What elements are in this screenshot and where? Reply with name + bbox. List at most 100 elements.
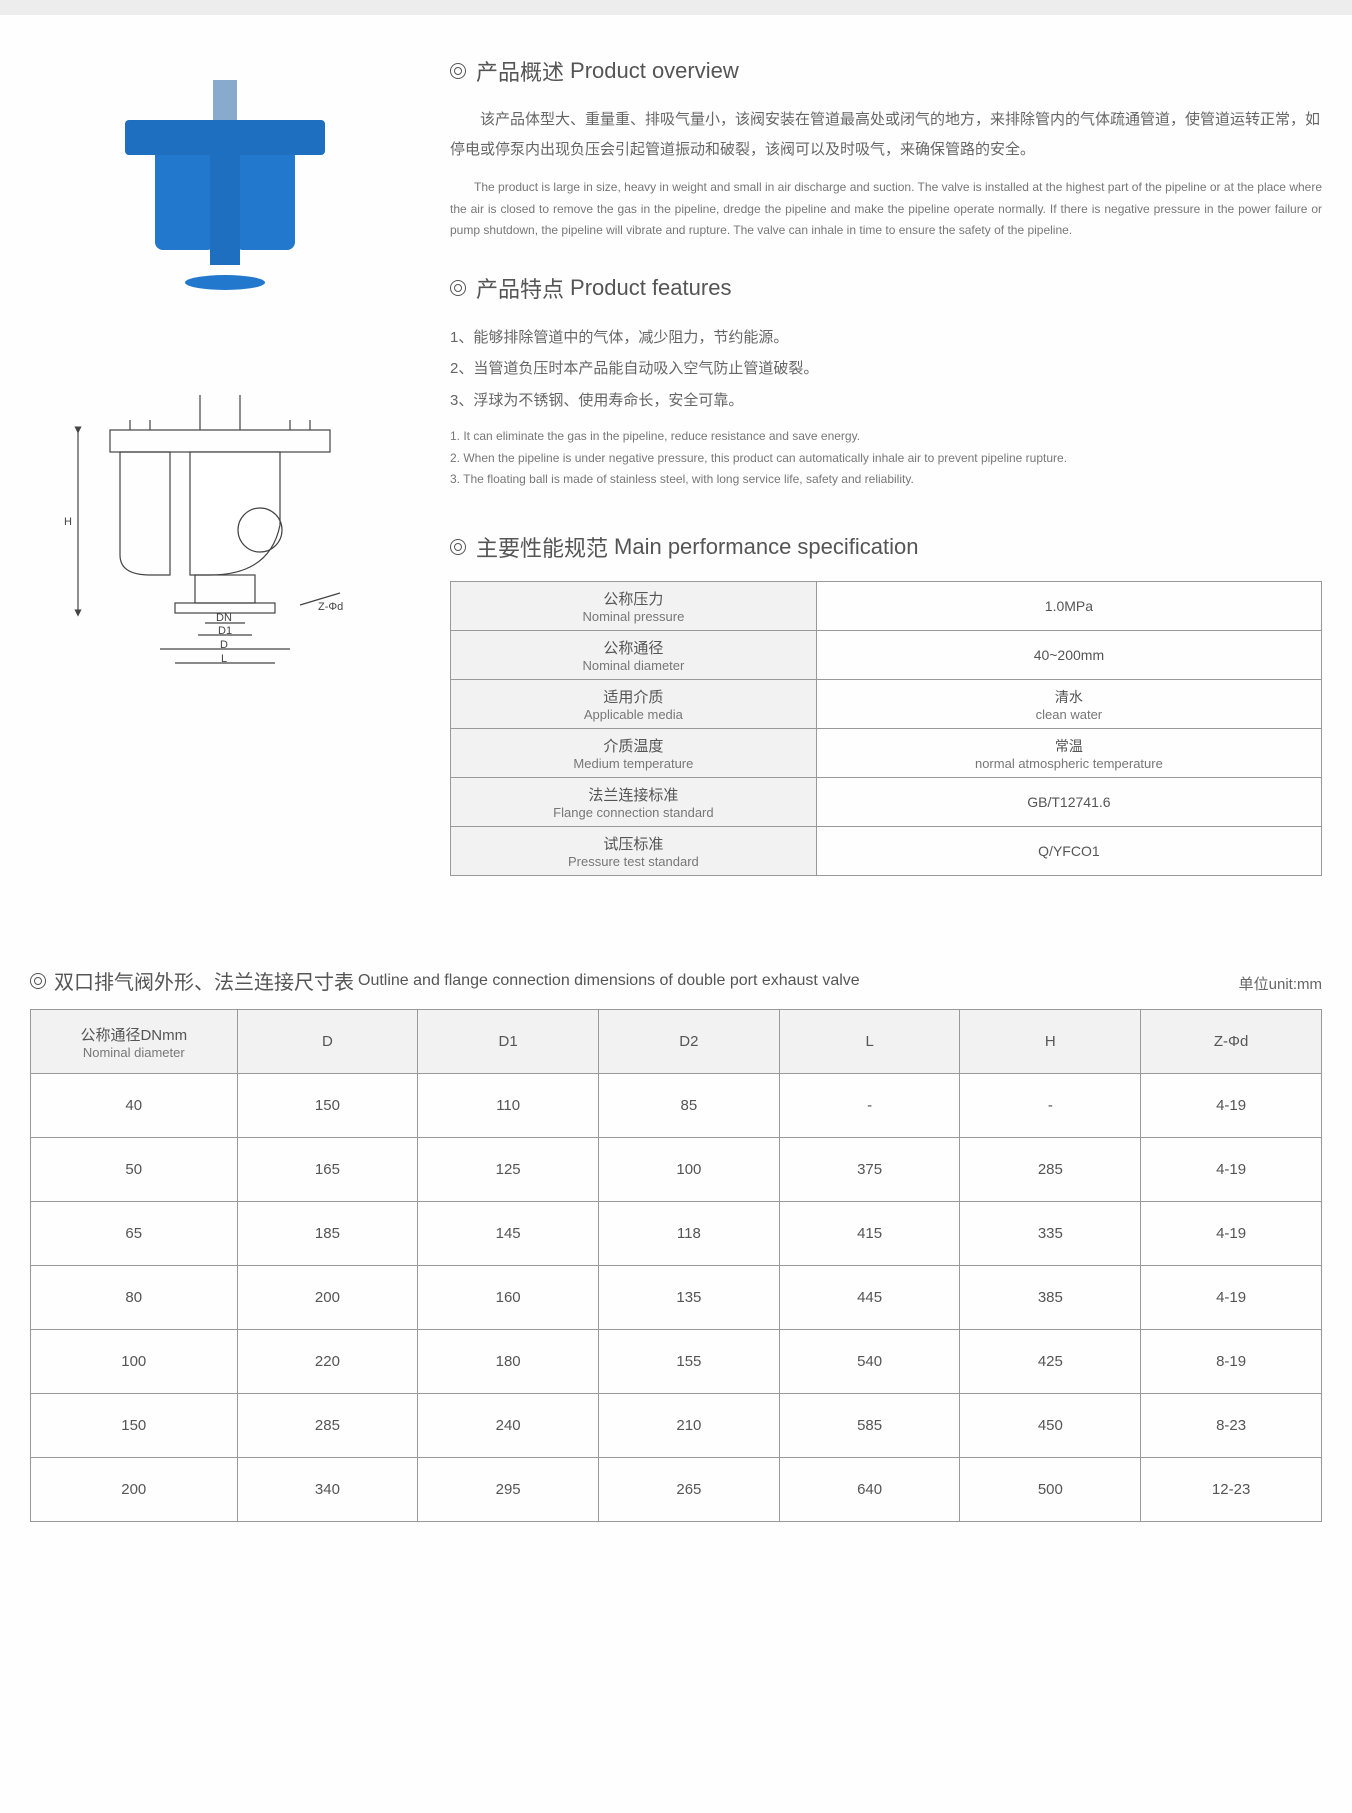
- spec-label: 公称通径Nominal diameter: [451, 631, 817, 680]
- dim-col-header: H: [960, 1010, 1141, 1074]
- dim-cell: 335: [960, 1202, 1141, 1266]
- dim-DN: DN: [216, 612, 232, 624]
- technical-drawing: H DN D1 D L Z-Φd: [30, 375, 390, 685]
- dim-cell: 110: [418, 1074, 599, 1138]
- dim-Z: Z-Φd: [318, 601, 343, 613]
- dimensions-section: 双口排气阀外形、法兰连接尺寸表 Outline and flange conne…: [0, 966, 1352, 1562]
- drawing-svg: H DN D1 D L Z-Φd: [30, 375, 390, 685]
- spec-title: 主要性能规范 Main performance specification: [450, 531, 1322, 563]
- product-photo: [95, 55, 355, 335]
- upper-section: H DN D1 D L Z-Φd 产品概述 Product overview 该…: [30, 55, 1322, 876]
- dim-D1: D1: [218, 625, 232, 637]
- dim-cell: 585: [779, 1394, 960, 1458]
- dim-H: H: [64, 516, 72, 528]
- spec-value: 40~200mm: [816, 631, 1321, 680]
- spec-value: 1.0MPa: [816, 582, 1321, 631]
- dim-cell: 415: [779, 1202, 960, 1266]
- bullseye-icon: [30, 973, 46, 989]
- overview-para-cn: 该产品体型大、重量重、排吸气量小，该阀安装在管道最高处或闭气的地方，来排除管内的…: [450, 105, 1322, 165]
- dim-cell: 40: [31, 1074, 238, 1138]
- dim-cell: 4-19: [1141, 1266, 1322, 1330]
- dim-cell: 80: [31, 1266, 238, 1330]
- dim-title: 双口排气阀外形、法兰连接尺寸表 Outline and flange conne…: [30, 966, 860, 995]
- dim-L: L: [221, 653, 227, 665]
- dim-cell: 210: [599, 1394, 780, 1458]
- dim-cell: 155: [599, 1330, 780, 1394]
- dim-cell: 8-23: [1141, 1394, 1322, 1458]
- dim-cell: 285: [960, 1138, 1141, 1202]
- dim-cell: 4-19: [1141, 1202, 1322, 1266]
- dim-row: 4015011085--4-19: [31, 1074, 1322, 1138]
- dim-cell: 50: [31, 1138, 238, 1202]
- dim-title-cn: 双口排气阀外形、法兰连接尺寸表: [54, 966, 354, 995]
- spec-row: 适用介质Applicable media清水clean water: [451, 680, 1322, 729]
- right-column: 产品概述 Product overview 该产品体型大、重量重、排吸气量小，该…: [450, 55, 1322, 876]
- spec-label: 适用介质Applicable media: [451, 680, 817, 729]
- feature-en-3: 3. The floating ball is made of stainles…: [450, 469, 1322, 491]
- feature-cn-3: 3、浮球为不锈钢、使用寿命长，安全可靠。: [450, 385, 1322, 417]
- dim-cell: 220: [237, 1330, 418, 1394]
- dim-title-en: Outline and flange connection dimensions…: [358, 972, 860, 990]
- features-title-cn: 产品特点: [476, 272, 564, 304]
- spec-row: 试压标准Pressure test standardQ/YFCO1: [451, 827, 1322, 876]
- spec-title-en: Main performance specification: [614, 534, 918, 560]
- dim-cell: -: [779, 1074, 960, 1138]
- dim-cell: 4-19: [1141, 1074, 1322, 1138]
- spec-row: 公称通径Nominal diameter40~200mm: [451, 631, 1322, 680]
- dim-cell: 150: [237, 1074, 418, 1138]
- left-column: H DN D1 D L Z-Φd: [30, 55, 420, 876]
- overview-title-en: Product overview: [570, 58, 739, 84]
- dim-cell: 375: [779, 1138, 960, 1202]
- dim-cell: 4-19: [1141, 1138, 1322, 1202]
- overview-title: 产品概述 Product overview: [450, 55, 1322, 87]
- spec-label: 介质温度Medium temperature: [451, 729, 817, 778]
- dim-cell: 285: [237, 1394, 418, 1458]
- dim-cell: 135: [599, 1266, 780, 1330]
- dim-row: 651851451184153354-19: [31, 1202, 1322, 1266]
- dim-cell: 500: [960, 1458, 1141, 1522]
- dim-col-header: Z-Φd: [1141, 1010, 1322, 1074]
- dim-cell: 240: [418, 1394, 599, 1458]
- spec-row: 介质温度Medium temperature常温normal atmospher…: [451, 729, 1322, 778]
- dim-col-header: D1: [418, 1010, 599, 1074]
- dim-cell: 445: [779, 1266, 960, 1330]
- dim-cell: 145: [418, 1202, 599, 1266]
- bullseye-icon: [450, 280, 466, 296]
- dim-row: 1502852402105854508-23: [31, 1394, 1322, 1458]
- dim-cell: 8-19: [1141, 1330, 1322, 1394]
- dim-cell: 85: [599, 1074, 780, 1138]
- feature-cn-2: 2、当管道负压时本产品能自动吸入空气防止管道破裂。: [450, 353, 1322, 385]
- dim-cell: 65: [31, 1202, 238, 1266]
- spec-table: 公称压力Nominal pressure1.0MPa公称通径Nominal di…: [450, 581, 1322, 876]
- dim-cell: 160: [418, 1266, 599, 1330]
- dim-cell: 265: [599, 1458, 780, 1522]
- spec-value: 清水clean water: [816, 680, 1321, 729]
- dim-cell: 100: [599, 1138, 780, 1202]
- overview-para-en: The product is large in size, heavy in w…: [450, 177, 1322, 242]
- dim-col-header: D2: [599, 1010, 780, 1074]
- features-title: 产品特点 Product features: [450, 272, 1322, 304]
- dim-col-header: L: [779, 1010, 960, 1074]
- top-bar: [0, 0, 1352, 15]
- dim-cell: 640: [779, 1458, 960, 1522]
- dim-row: 802001601354453854-19: [31, 1266, 1322, 1330]
- bullseye-icon: [450, 539, 466, 555]
- dim-cell: 295: [418, 1458, 599, 1522]
- bullseye-icon: [450, 63, 466, 79]
- feature-cn-1: 1、能够排除管道中的气体，减少阻力，节约能源。: [450, 322, 1322, 354]
- spec-value: 常温normal atmospheric temperature: [816, 729, 1321, 778]
- spec-value: Q/YFCO1: [816, 827, 1321, 876]
- overview-title-cn: 产品概述: [476, 55, 564, 87]
- spec-label: 公称压力Nominal pressure: [451, 582, 817, 631]
- main-content: H DN D1 D L Z-Φd 产品概述 Product overview 该…: [0, 15, 1352, 966]
- dim-cell: 340: [237, 1458, 418, 1522]
- dim-col-header: D: [237, 1010, 418, 1074]
- dim-cell: 12-23: [1141, 1458, 1322, 1522]
- dim-cell: 200: [31, 1458, 238, 1522]
- dim-cell: 200: [237, 1266, 418, 1330]
- features-cn: 1、能够排除管道中的气体，减少阻力，节约能源。 2、当管道负压时本产品能自动吸入…: [450, 322, 1322, 417]
- dim-D: D: [220, 639, 228, 651]
- dim-cell: -: [960, 1074, 1141, 1138]
- dim-unit: 单位unit:mm: [1239, 973, 1322, 994]
- dim-cell: 125: [418, 1138, 599, 1202]
